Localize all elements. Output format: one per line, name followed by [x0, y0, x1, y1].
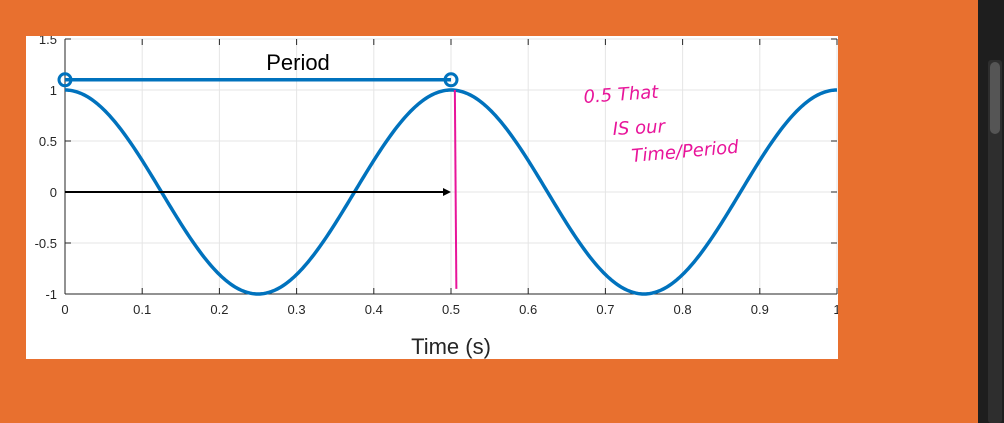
chart-plot: 0 0.1 0.2 0.3 0.4 0.5 0.6 0.7 0.8 0.9 1 -1 -0.5 0 0.5 1… [35, 36, 838, 359]
x-tick-label: 0.7 [596, 302, 614, 317]
x-axis-title: Time (s) [411, 334, 491, 359]
time-arrow-head [443, 188, 451, 196]
y-tick-label: -1 [45, 287, 57, 302]
y-tick-label: 1.5 [39, 36, 57, 47]
x-tick-label: 0.3 [288, 302, 306, 317]
scrollbar-track[interactable] [988, 60, 1002, 423]
scrollbar-thumb[interactable] [990, 62, 1000, 134]
pen-vertical-mark [453, 89, 458, 289]
y-tick-label: 1 [50, 83, 57, 98]
x-tick-label: 1 [833, 302, 838, 317]
x-tick-label: 0.9 [751, 302, 769, 317]
period-start-marker [57, 72, 73, 88]
chart-card: 0 0.1 0.2 0.3 0.4 0.5 0.6 0.7 0.8 0.9 1 -1 -0.5 0 0.5 1… [26, 36, 838, 359]
x-tick-label: 0 [61, 302, 68, 317]
period-end-marker [443, 72, 459, 88]
x-tick-label: 0.6 [519, 302, 537, 317]
y-tick-label: 0.5 [39, 134, 57, 149]
x-tick-label: 0.5 [442, 302, 460, 317]
period-label: Period [266, 50, 330, 75]
y-tick-label: -0.5 [35, 236, 57, 251]
handwritten-note-line: IS our [612, 116, 667, 140]
y-tick-label: 0 [50, 185, 57, 200]
x-tick-label: 0.2 [210, 302, 228, 317]
x-tick-label: 0.4 [365, 302, 383, 317]
x-tick-label: 0.8 [674, 302, 692, 317]
x-tick-label: 0.1 [133, 302, 151, 317]
handwritten-note-line: 0.5 That [583, 82, 660, 108]
cosine-series-line [64, 88, 838, 296]
